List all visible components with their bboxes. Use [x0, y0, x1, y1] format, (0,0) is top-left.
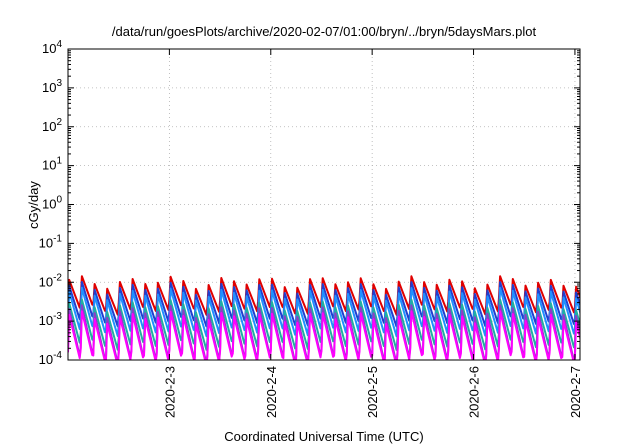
series-line-6	[68, 310, 580, 360]
y-axis-ticks: 104 103 102 101 100 10-1 10-2 10-3 10-4	[39, 39, 580, 367]
y-tick-label: 100	[42, 195, 62, 212]
y-tick-label: 10-1	[39, 233, 63, 250]
x-axis-label: Coordinated Universal Time (UTC)	[224, 429, 423, 444]
x-tick-label: 2020-2-6	[467, 366, 482, 418]
y-axis-label: cGy/day	[26, 181, 41, 229]
y-tick-label: 103	[42, 78, 62, 95]
y-tick-label: 10-2	[39, 272, 63, 289]
x-tick-label: 2020-2-4	[264, 366, 279, 418]
x-tick-label: 2020-2-3	[162, 366, 177, 418]
y-tick-label: 10-4	[39, 350, 63, 367]
x-tick-label: 2020-2-5	[365, 366, 380, 418]
y-tick-label: 101	[42, 156, 62, 173]
y-tick-label: 10-3	[39, 311, 63, 328]
x-tick-label: 2020-2-7	[568, 366, 583, 418]
x-axis-ticks: 2020-2-3 2020-2-4 2020-2-5 2020-2-6 2020-2-7	[162, 49, 583, 418]
y-tick-label: 102	[42, 117, 62, 134]
y-tick-label: 104	[42, 39, 62, 56]
series-layer	[68, 275, 580, 360]
chart-title: /data/run/goesPlots/archive/2020-02-07/0…	[112, 24, 537, 39]
